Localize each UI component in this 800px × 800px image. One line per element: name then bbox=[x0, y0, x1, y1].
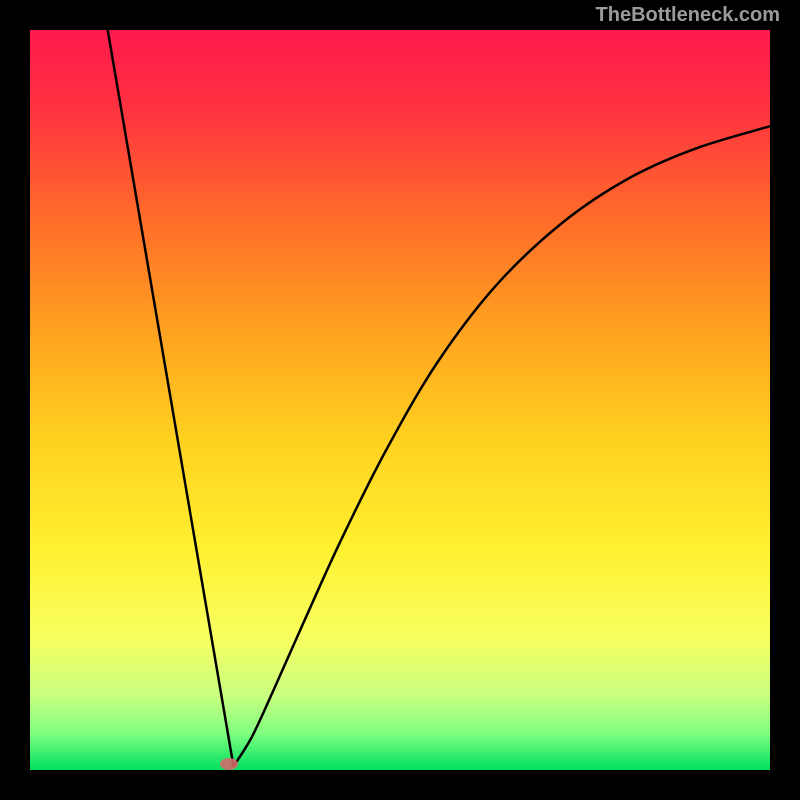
dip-marker bbox=[220, 758, 238, 770]
bottleneck-curve bbox=[108, 30, 770, 766]
plot-area bbox=[30, 30, 770, 770]
watermark-text: TheBottleneck.com bbox=[596, 4, 780, 27]
chart-frame: TheBottleneck.com bbox=[0, 0, 800, 800]
curve-layer bbox=[30, 30, 770, 770]
